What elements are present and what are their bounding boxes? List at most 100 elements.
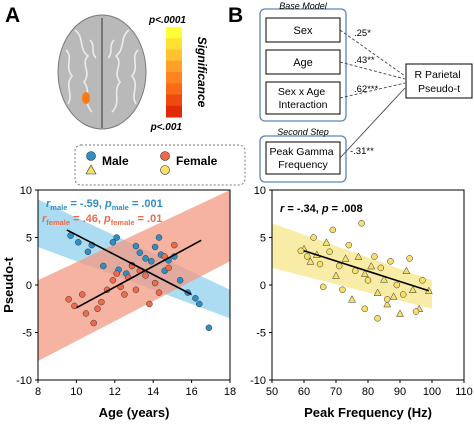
frequency-points (297, 220, 433, 322)
male-point (113, 234, 120, 241)
second-step-frame (259, 135, 347, 183)
male-triangle-point (360, 269, 369, 277)
box-sex-label: Sex (294, 25, 313, 37)
female-point (78, 291, 86, 298)
male-triangle-point (332, 271, 340, 279)
colorbar-segment (166, 83, 182, 95)
x-tick-label: 110 (455, 386, 473, 398)
y-tick-label: 10 (254, 185, 266, 197)
male-triangle-point (402, 266, 411, 274)
female-circle-point (297, 247, 305, 255)
male-point (100, 262, 107, 270)
male-triangle-point (383, 299, 392, 308)
male-point (196, 300, 203, 308)
male-point (136, 249, 144, 256)
age-annotation-female: rfemale = .46, pfemale = .01 (42, 213, 162, 227)
male-triangle-point (373, 288, 382, 296)
y-tick-label: -10 (16, 375, 32, 387)
male-point (142, 255, 149, 262)
male-triangle-point (306, 257, 315, 265)
female-circle-point (412, 308, 420, 315)
colorbar-segment (166, 49, 182, 62)
female-circle-point (303, 253, 311, 260)
female-point (71, 302, 78, 310)
female-circle-point (326, 248, 333, 256)
sig-axis-label: Significance (195, 37, 209, 108)
female-circle-point (383, 296, 391, 303)
x-tick-label: 18 (224, 386, 236, 398)
y-tick-label: 0 (26, 280, 32, 292)
male-point (148, 258, 155, 265)
x-tick-label: 10 (70, 386, 82, 398)
female-circle-point (316, 260, 324, 268)
female-point (165, 264, 172, 272)
male-triangle-point (396, 309, 404, 317)
female-circle-point (310, 234, 317, 241)
coef-sex: .25* (354, 28, 371, 39)
y-tick-label: 5 (26, 233, 32, 245)
female-circle-point (419, 277, 426, 284)
male-point (192, 295, 199, 302)
female-circle-point (351, 267, 359, 275)
age-points (65, 232, 213, 332)
frequency-y-ticks: -10 -5 0 5 10 (250, 185, 272, 387)
colorbar-segment (166, 27, 182, 39)
x-tick-label: 90 (394, 386, 406, 398)
female-point (132, 286, 140, 294)
x-tick-label: 70 (330, 386, 342, 398)
y-tick-label: 10 (20, 185, 32, 197)
path-arrows (339, 29, 406, 159)
male-point (176, 277, 184, 284)
base-model-frame (259, 8, 347, 122)
colorbar-segment (166, 94, 182, 107)
colorbar (166, 27, 182, 118)
box-sex (265, 17, 341, 43)
female-fit-line (76, 239, 202, 309)
path-model: Base Model Sex Age Sex x Age Interaction… (259, 1, 473, 183)
colorbar-segment (166, 105, 182, 118)
legend-female-label: Female (176, 154, 218, 168)
female-circle-point (377, 264, 385, 272)
age-y-ticks: -10 -5 0 5 10 (16, 185, 38, 387)
box-peak-gamma-label: Peak Gamma Frequency (269, 146, 336, 171)
arrow-interaction (339, 82, 406, 99)
female-circle-point (358, 220, 365, 227)
male-point (151, 243, 159, 251)
colorbar-segment (166, 72, 182, 84)
frequency-fit-line (303, 250, 430, 292)
box-interaction (265, 81, 341, 115)
y-tick-label: -5 (22, 328, 32, 340)
brain-activation-blob (82, 92, 90, 104)
box-age-label: Age (293, 57, 313, 69)
female-point (98, 298, 105, 306)
y-tick-label: -5 (256, 328, 266, 340)
female-point (151, 279, 159, 287)
outcome-label: R Parietal Pseudo-t (414, 69, 463, 95)
female-point (146, 300, 153, 308)
box-interaction-label: Sex x Age Interaction (278, 86, 328, 111)
male-triangle-point (389, 292, 398, 300)
female-circle-point (319, 283, 327, 291)
female-point (121, 291, 128, 298)
legend-female-yellow-circle (160, 165, 170, 175)
frequency-x-ticks: 50 60 70 80 90 100 110 (266, 380, 473, 398)
female-circle-point (364, 277, 372, 284)
age-fit-lines (66, 229, 202, 309)
arrow-sex (339, 29, 406, 77)
chart-frequency: -10 -5 0 5 10 50 60 70 80 90 100 110 Peak Frequenc… (250, 185, 473, 420)
frequency-fit-line (303, 250, 430, 292)
base-model-title: Base Model (279, 1, 328, 11)
y-tick-label: -10 (250, 375, 266, 387)
male-triangle-point (348, 295, 356, 303)
female-circle-point (399, 291, 407, 298)
arrow-peak-gamma (339, 87, 406, 159)
female-point (155, 289, 163, 296)
female-point (82, 310, 90, 317)
coef-peak-gamma: -.31** (350, 146, 374, 157)
box-age (265, 49, 341, 75)
female-confidence-band (38, 190, 230, 361)
y-tick-label: 5 (260, 233, 266, 245)
age-annotation-male: rmale = -.59, pmale = .001 (46, 198, 163, 212)
sig-top-label: p<.0001 (148, 15, 186, 26)
